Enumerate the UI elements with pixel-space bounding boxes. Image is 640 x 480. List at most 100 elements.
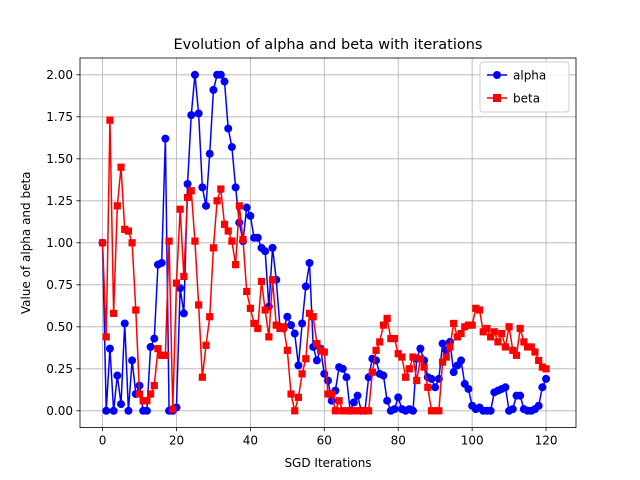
x-tick-label: 120 (535, 434, 558, 448)
alpha-point (198, 183, 207, 192)
beta-point (250, 319, 258, 328)
beta-point (213, 197, 221, 205)
beta-point (154, 345, 162, 353)
beta-point (483, 324, 491, 333)
beta-point (538, 363, 546, 371)
beta-point (394, 350, 402, 358)
alpha-point (128, 356, 137, 365)
y-tick-label: 1.25 (46, 194, 73, 208)
beta-point (457, 329, 465, 338)
beta-point (132, 306, 140, 314)
beta-point (117, 163, 125, 171)
beta-point (487, 333, 495, 341)
beta-point (438, 358, 447, 366)
beta-point (309, 313, 317, 321)
alpha-point (109, 406, 118, 415)
alpha-point (449, 368, 458, 377)
beta-point (479, 328, 487, 336)
beta-point (361, 407, 369, 415)
alpha-point (486, 406, 495, 415)
grid-layer (80, 58, 576, 428)
alpha-point (390, 405, 399, 414)
alpha-point (542, 374, 551, 383)
beta-point (232, 261, 240, 269)
alpha-point (394, 393, 403, 402)
alpha-point (457, 356, 466, 365)
alpha-point (261, 247, 270, 256)
alpha-point (342, 373, 351, 382)
legend: alpha beta (479, 61, 570, 113)
chart-title: Evolution of alpha and beta with iterati… (174, 37, 483, 53)
beta-point (409, 353, 417, 361)
beta-point (427, 407, 436, 415)
alpha-point (220, 77, 229, 86)
alpha-point (287, 321, 296, 330)
beta-point (490, 328, 498, 336)
alpha-point (464, 384, 473, 393)
alpha-point (538, 383, 547, 392)
beta-point (531, 348, 539, 356)
beta-point (435, 407, 443, 415)
alpha-point (338, 364, 347, 373)
beta-point (365, 407, 373, 415)
beta-point (475, 306, 484, 314)
alpha-point (179, 309, 188, 318)
beta-point (302, 355, 310, 363)
beta-point (372, 346, 380, 354)
alpha-point (416, 344, 425, 353)
beta-point (498, 329, 506, 338)
alpha-point (205, 149, 214, 158)
alpha-point (268, 243, 277, 252)
alpha-point (142, 406, 151, 415)
beta-point (368, 368, 376, 376)
beta-point (180, 272, 188, 280)
x-axis-label: SGD Iterations (284, 456, 371, 470)
beta-point (350, 407, 358, 415)
beta-point (283, 346, 291, 354)
beta-point (268, 276, 277, 284)
alpha-point (431, 383, 440, 392)
beta-point (276, 324, 284, 333)
beta-point (405, 365, 413, 373)
alpha-point (283, 312, 292, 321)
alpha-point (324, 376, 332, 385)
x-tick-label: 60 (317, 434, 332, 448)
alpha-point (253, 233, 262, 242)
alpha-point (534, 401, 543, 410)
beta-point (512, 351, 521, 359)
alpha-point (353, 391, 362, 400)
beta-point (416, 355, 424, 363)
alpha-point (305, 258, 314, 267)
beta-point (328, 390, 336, 398)
alpha-point (312, 356, 321, 365)
alpha-point (508, 405, 517, 414)
legend-beta-label: beta (513, 92, 540, 106)
y-tick-label: 0.25 (46, 362, 73, 376)
beta-point (195, 301, 203, 309)
alpha-point (187, 111, 196, 120)
beta-point (257, 277, 266, 286)
beta-point (298, 370, 306, 378)
tick-layer: 0 20 40 60 80 100 120 0.00 0.25 0.50 0.75 1.00 1.25 1… (46, 68, 557, 448)
beta-point (172, 279, 181, 287)
y-tick-label: 1.00 (46, 236, 73, 250)
beta-point (139, 397, 147, 405)
y-tick-label: 1.75 (46, 110, 73, 124)
beta-point (402, 373, 410, 381)
beta-point (353, 407, 362, 415)
beta-point (520, 338, 528, 346)
beta-point (335, 397, 343, 405)
beta-point (357, 407, 365, 415)
alpha-point (438, 339, 447, 348)
alpha-point (298, 319, 307, 328)
alpha-point (501, 383, 510, 392)
alpha-point (349, 398, 358, 407)
beta-point (143, 397, 151, 405)
x-tick-label: 20 (169, 434, 184, 448)
beta-point (431, 407, 439, 415)
beta-point (501, 343, 510, 351)
beta-point (254, 324, 262, 333)
beta-point (453, 333, 461, 341)
beta-point (376, 338, 384, 346)
